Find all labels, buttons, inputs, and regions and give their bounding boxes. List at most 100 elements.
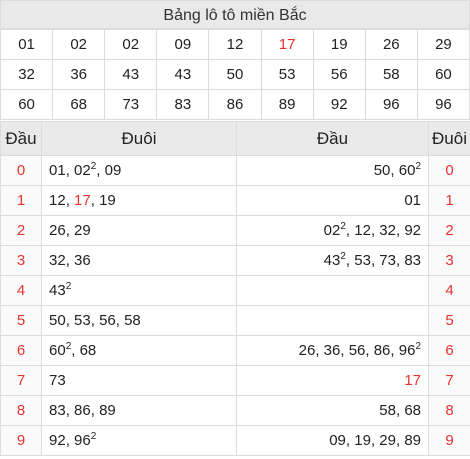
header-dau-right: Đầu: [236, 121, 429, 156]
duoi-numbers-left: 26, 29: [41, 215, 237, 246]
lo-cell: 02: [52, 29, 106, 60]
lotto-number: 02: [323, 222, 341, 239]
repeat-count: 2: [340, 221, 346, 232]
lo-table: 01 02 02 09 12 17 19 26 29 32 36 43 43 50 53 56 58 60 60 68…: [0, 29, 470, 120]
lo-cell: 53: [260, 59, 314, 90]
lo-cell: 50: [208, 59, 262, 90]
lotto-number: 12: [49, 192, 66, 209]
dau-duoi-row: 1 12, 17, 19 01 1: [0, 185, 470, 216]
lotto-number: 09: [329, 432, 346, 449]
header-duoi-left: Đuôi: [41, 121, 237, 156]
repeat-count: 2: [415, 161, 421, 172]
duoi-digit-right: 3: [428, 245, 470, 276]
duoi-digit-right: 0: [428, 155, 470, 186]
repeat-count: 2: [65, 281, 72, 292]
lotto-number: 96: [74, 432, 91, 449]
board-title: Bảng lô tô miền Bắc: [0, 0, 470, 29]
dau-numbers-right: 58, 68: [236, 395, 429, 426]
dau-duoi-row: 3 32, 36 432, 53, 73, 83 3: [0, 245, 470, 276]
lotto-number: 83: [404, 252, 421, 269]
dau-duoi-row: 7 73 17 7: [0, 365, 470, 396]
lotto-number: 17: [404, 372, 421, 389]
lo-cell: 01: [0, 29, 54, 60]
repeat-count: 2: [90, 161, 97, 172]
repeat-count: 2: [65, 341, 72, 352]
dau-numbers-right: [236, 305, 429, 336]
lotto-number: 17: [74, 192, 91, 209]
dau-digit-left: 5: [0, 305, 42, 336]
lotto-number: 96: [398, 342, 416, 359]
dau-numbers-right: 09, 19, 29, 89: [236, 425, 429, 456]
lotto-number: 86: [373, 342, 391, 359]
duoi-numbers-left: 01, 022, 09: [41, 155, 237, 186]
dau-duoi-row: 8 83, 86, 89 58, 68 8: [0, 395, 470, 426]
lotto-number: 92: [404, 222, 421, 239]
lo-row: 60 68 73 83 86 89 92 96 96: [0, 89, 470, 120]
lo-cell: 43: [104, 59, 158, 90]
dau-numbers-right: 022, 12, 32, 92: [236, 215, 429, 246]
dau-duoi-table: Đầu Đuôi Đầu Đuôi 0 01, 022, 09 50, 602 0 1 1…: [0, 121, 470, 456]
lo-row: 01 02 02 09 12 17 19 26 29: [0, 29, 470, 60]
lotto-number: 50: [49, 312, 66, 329]
lotto-number: 26: [298, 342, 316, 359]
lo-cell: 32: [0, 59, 54, 90]
lo-cell: 96: [364, 89, 418, 120]
lo-cell: 29: [416, 29, 470, 60]
header-dau-left: Đầu: [0, 121, 42, 156]
lo-cell: 83: [156, 89, 210, 120]
lo-cell: 09: [156, 29, 210, 60]
lotto-number: 92: [49, 432, 66, 449]
lo-cell: 60: [0, 89, 54, 120]
dau-digit-left: 7: [0, 365, 42, 396]
lo-cell: 36: [52, 59, 106, 90]
lotto-number: 12: [354, 222, 371, 239]
lotto-number: 36: [323, 342, 341, 359]
lotto-number: 68: [404, 402, 421, 419]
lotto-number: 73: [379, 252, 396, 269]
duoi-digit-right: 6: [428, 335, 470, 366]
header-duoi-right: Đuôi: [428, 121, 470, 156]
dau-duoi-row: 0 01, 022, 09 50, 602 0: [0, 155, 470, 186]
duoi-digit-right: 1: [428, 185, 470, 216]
duoi-digit-right: 8: [428, 395, 470, 426]
dau-numbers-right: [236, 275, 429, 306]
lotto-number: 02: [74, 162, 91, 179]
duoi-digit-right: 7: [428, 365, 470, 396]
lo-cell: 86: [208, 89, 262, 120]
dau-duoi-row: 2 26, 29 022, 12, 32, 92 2: [0, 215, 470, 246]
dau-numbers-right: 26, 36, 56, 86, 962: [236, 335, 429, 366]
lotto-number: 32: [379, 222, 396, 239]
lo-cell: 58: [364, 59, 418, 90]
lotto-number: 89: [404, 432, 421, 449]
dau-digit-left: 2: [0, 215, 42, 246]
lotto-number: 43: [49, 282, 66, 299]
repeat-count: 2: [415, 341, 421, 352]
lotto-number: 58: [379, 402, 396, 419]
repeat-count: 2: [90, 431, 97, 442]
lotto-number: 86: [74, 402, 91, 419]
lo-cell: 56: [312, 59, 366, 90]
lo-cell: 89: [260, 89, 314, 120]
lo-cell: 60: [416, 59, 470, 90]
dau-digit-left: 4: [0, 275, 42, 306]
duoi-digit-right: 9: [428, 425, 470, 456]
dau-numbers-right: 432, 53, 73, 83: [236, 245, 429, 276]
lotto-number: 43: [323, 252, 341, 269]
duoi-digit-right: 4: [428, 275, 470, 306]
dau-digit-left: 8: [0, 395, 42, 426]
lotto-number: 29: [74, 222, 91, 239]
dau-duoi-row: 4 432 4: [0, 275, 470, 306]
dau-numbers-right: 50, 602: [236, 155, 429, 186]
lotto-number: 56: [348, 342, 366, 359]
lotto-number: 29: [379, 432, 396, 449]
lotto-number: 56: [99, 312, 116, 329]
duoi-numbers-left: 602, 68: [41, 335, 237, 366]
lotto-number: 60: [398, 162, 416, 179]
lotto-number: 19: [354, 432, 371, 449]
dau-duoi-row: 9 92, 962 09, 19, 29, 89 9: [0, 425, 470, 456]
lo-cell: 96: [416, 89, 470, 120]
lotto-number: 01: [49, 162, 66, 179]
dau-digit-left: 1: [0, 185, 42, 216]
lotto-number: 53: [354, 252, 371, 269]
